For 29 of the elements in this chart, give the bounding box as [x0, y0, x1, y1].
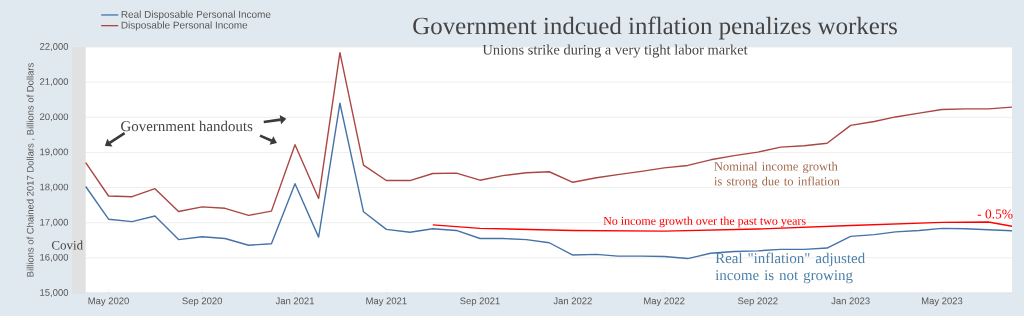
y-tick-label: 17,000 — [40, 218, 69, 227]
x-tick-label: Sep 2020 — [182, 297, 223, 307]
y-tick-label: 16,000 — [40, 253, 69, 262]
chart-subtitle: Unions strike during a very tight labor market — [482, 44, 748, 58]
x-tick-label: Jan 2022 — [553, 297, 592, 305]
x-tick-label: May 2020 — [88, 297, 129, 307]
y-tick-label: 22,000 — [40, 43, 69, 51]
legend-label: Real Disposable Personal Income — [121, 10, 271, 20]
y-axis-title: Billions of Chained 2017 Dollars , Billions of Dollars — [26, 63, 35, 277]
x-tick-label: Jan 2023 — [831, 297, 870, 305]
annotation: - 0.5% — [977, 209, 1013, 219]
x-tick-label: May 2022 — [644, 297, 685, 307]
annotation: No income growth over the past two years — [603, 216, 806, 228]
annotation: Government handouts — [121, 120, 253, 132]
y-tick-label: 21,000 — [40, 78, 69, 87]
x-tick-label: Jan 2021 — [275, 297, 315, 305]
annotation: Nominal income growth is strong due to inflation — [714, 161, 840, 189]
y-tick-label: 18,000 — [40, 183, 69, 192]
band-label: Covid — [51, 240, 83, 250]
y-tick-label: 19,000 — [40, 148, 69, 157]
y-tick-label: 20,000 — [40, 113, 69, 122]
x-tick-label: May 2021 — [366, 297, 407, 307]
x-tick-label: Sep 2021 — [460, 297, 500, 307]
annotation: Real "inflation" adjusted income is not growing — [715, 252, 865, 284]
legend-label: Disposable Personal Income — [121, 21, 248, 31]
chart-title: Government indcued inflation penalizes workers — [413, 16, 897, 40]
x-tick-label: Sep 2022 — [737, 297, 778, 307]
x-tick-label: May 2023 — [921, 297, 963, 307]
y-tick-label: 15,000 — [40, 289, 69, 297]
